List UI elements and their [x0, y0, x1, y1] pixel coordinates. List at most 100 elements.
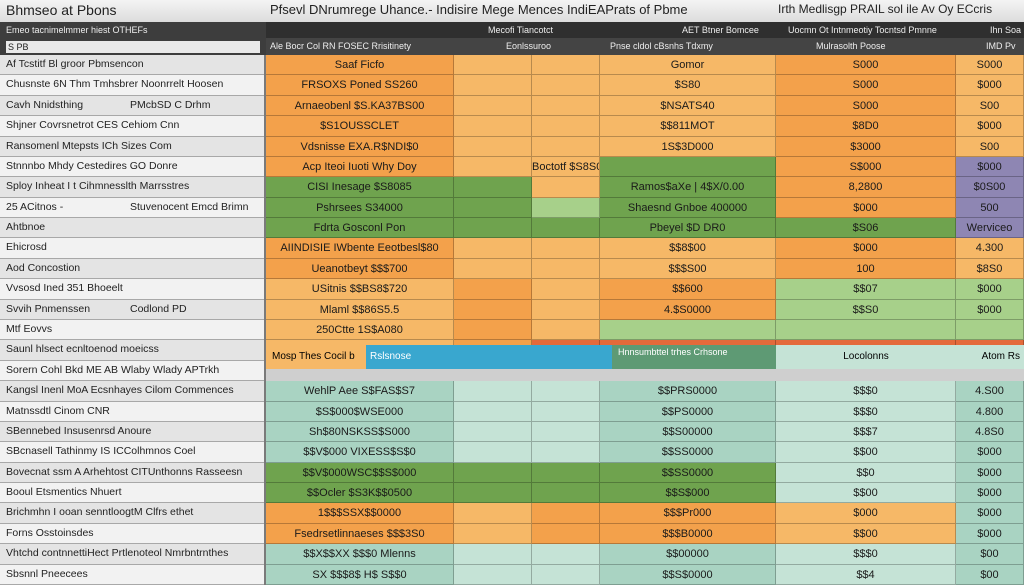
row-label[interactable]: Saunl hlsect ecnltoenod moeicss	[0, 340, 264, 361]
table-cell[interactable]	[532, 564, 600, 585]
table-cell[interactable]	[532, 381, 600, 402]
row-label[interactable]: 25 ACitnos - Stuvenocent Emcd Brimn	[0, 197, 264, 219]
table-cell[interactable]: 1$$$SSX$$0000	[266, 503, 454, 524]
table-cell[interactable]: $000	[956, 462, 1024, 484]
table-cell[interactable]: $3000	[776, 136, 956, 157]
table-cell[interactable]: $000	[956, 75, 1024, 96]
row-label[interactable]: Forns Osstoinsdes	[0, 523, 264, 545]
table-cell[interactable]: S00	[956, 136, 1024, 157]
row-label[interactable]: Vvsosd Ined 351 Bhoeelt	[0, 279, 264, 300]
table-cell[interactable]: $NSATS40	[600, 95, 776, 117]
table-cell[interactable]: $$$0	[776, 381, 956, 402]
table-cell[interactable]	[454, 421, 532, 443]
table-cell[interactable]: $$0	[776, 462, 956, 484]
row-label[interactable]: Svvih Pnmenssen Codlond PD	[0, 299, 264, 320]
table-cell[interactable]: FRSOXS Poned SS260	[266, 75, 454, 96]
table-cell[interactable]	[454, 442, 532, 463]
table-cell[interactable]	[454, 401, 532, 422]
table-cell[interactable]: S000	[776, 55, 956, 76]
table-cell[interactable]: $$600	[600, 279, 776, 300]
table-cell[interactable]: $$$0	[776, 401, 956, 422]
table-cell[interactable]	[454, 55, 532, 76]
table-cell[interactable]: $S$000$WSE000	[266, 401, 454, 422]
table-cell[interactable]: Ramos$aXe | 4$X/0.00	[600, 177, 776, 198]
table-cell[interactable]: $$SS0000	[600, 442, 776, 463]
table-cell[interactable]: $$Ocler $S3K$$0500	[266, 483, 454, 504]
row-label[interactable]: Shjner Covrsnetrot CES Cehiom Cnn	[0, 116, 264, 137]
table-cell[interactable]	[454, 299, 532, 320]
table-cell[interactable]: $$SS0000	[600, 462, 776, 484]
table-cell[interactable]: $$00	[776, 483, 956, 504]
table-cell[interactable]: Sh$80NSKSS$S000	[266, 421, 454, 443]
table-cell[interactable]: S000	[776, 75, 956, 96]
table-cell[interactable]: S00	[956, 95, 1024, 117]
table-cell[interactable]	[454, 381, 532, 402]
table-cell[interactable]	[532, 320, 600, 341]
table-cell[interactable]: $0S00	[956, 177, 1024, 198]
table-cell[interactable]: $000	[776, 503, 956, 524]
row-label[interactable]: SBennebed Insusenrsd Anoure	[0, 421, 264, 443]
table-cell[interactable]: $$S$0000	[600, 564, 776, 585]
table-cell[interactable]: Fsedrsetlinnaeses $$$3S0	[266, 523, 454, 545]
table-cell[interactable]: Pshrsees S34000	[266, 197, 454, 219]
row-label[interactable]: Brichmhn I ooan senntloogtM Clfrs ethet	[0, 503, 264, 524]
table-cell[interactable]: $000	[776, 238, 956, 259]
row-label[interactable]: Ahtbnoe	[0, 218, 264, 239]
table-cell[interactable]: $$S0	[776, 299, 956, 320]
row-label[interactable]: Chusnste 6N Thm Tmhsbrer Noonrrelt Hoose…	[0, 75, 264, 96]
table-cell[interactable]	[532, 544, 600, 565]
row-label[interactable]: Sploy Inheat I t Cihmnesslth Marrsstres	[0, 177, 264, 198]
table-cell[interactable]: Shaesnd Gnboe 400000	[600, 197, 776, 219]
table-cell[interactable]	[532, 299, 600, 320]
table-cell[interactable]: 4.S00	[956, 381, 1024, 402]
table-cell[interactable]: $$S$000	[600, 483, 776, 504]
row-label[interactable]: Cavh Nnidsthing PMcbSD C Drhm	[0, 95, 264, 117]
table-cell[interactable]	[532, 421, 600, 443]
table-cell[interactable]: Mlaml $$86S5.5	[266, 299, 454, 320]
table-cell[interactable]	[454, 218, 532, 239]
row-label[interactable]: Matnssdtl Cinom CNR	[0, 401, 264, 422]
table-cell[interactable]: 4.800	[956, 401, 1024, 422]
table-cell[interactable]: Pbeyel $D DR0	[600, 218, 776, 239]
table-cell[interactable]: $$00000	[600, 544, 776, 565]
table-cell[interactable]: $000	[956, 523, 1024, 545]
table-cell[interactable]	[454, 95, 532, 117]
table-cell[interactable]	[454, 503, 532, 524]
row-label[interactable]: Ehicrosd	[0, 238, 264, 259]
table-cell[interactable]	[532, 401, 600, 422]
table-cell[interactable]: 8,2800	[776, 177, 956, 198]
row-label[interactable]: Sorern Cohl Bkd ME AB Wlaby Wlady APTrkh	[0, 360, 264, 382]
table-cell[interactable]: $$$S00	[600, 258, 776, 280]
table-cell[interactable]: $$$7	[776, 421, 956, 443]
row-label[interactable]: Booul Etsmentics Nhuert	[0, 483, 264, 504]
table-cell[interactable]	[532, 238, 600, 259]
table-cell[interactable]: S000	[776, 95, 956, 117]
table-cell[interactable]	[532, 136, 600, 157]
table-cell[interactable]	[532, 218, 600, 239]
table-cell[interactable]: $$00	[776, 523, 956, 545]
table-cell[interactable]: $S80	[600, 75, 776, 96]
row-label[interactable]: Ransomenl Mtepsts ICh Sizes Com	[0, 136, 264, 157]
table-cell[interactable]	[454, 177, 532, 198]
table-cell[interactable]	[600, 320, 776, 341]
table-cell[interactable]: $000	[956, 279, 1024, 300]
table-cell[interactable]: $8S0	[956, 258, 1024, 280]
table-cell[interactable]: $$$0	[776, 544, 956, 565]
table-cell[interactable]	[454, 156, 532, 178]
table-cell[interactable]: 500	[956, 197, 1024, 219]
table-cell[interactable]	[454, 75, 532, 96]
table-cell[interactable]: 250Ctte 1S$A080	[266, 320, 454, 341]
table-cell[interactable]: $00	[956, 544, 1024, 565]
table-cell[interactable]: Arnaeobenl $S.KA37BS00	[266, 95, 454, 117]
table-cell[interactable]	[454, 279, 532, 300]
table-cell[interactable]: $$V$000 VIXESS$S$0	[266, 442, 454, 463]
table-cell[interactable]: Vdsnisse EXA.R$NDI$0	[266, 136, 454, 157]
table-cell[interactable]: 4.8S0	[956, 421, 1024, 443]
table-cell[interactable]: $$PRS0000	[600, 381, 776, 402]
table-cell[interactable]	[454, 462, 532, 484]
table-cell[interactable]: AIINDISIE IWbente Eeotbesl$80	[266, 238, 454, 259]
table-cell[interactable]: $$PS0000	[600, 401, 776, 422]
table-cell[interactable]	[532, 95, 600, 117]
table-cell[interactable]	[454, 483, 532, 504]
table-cell[interactable]	[454, 116, 532, 137]
